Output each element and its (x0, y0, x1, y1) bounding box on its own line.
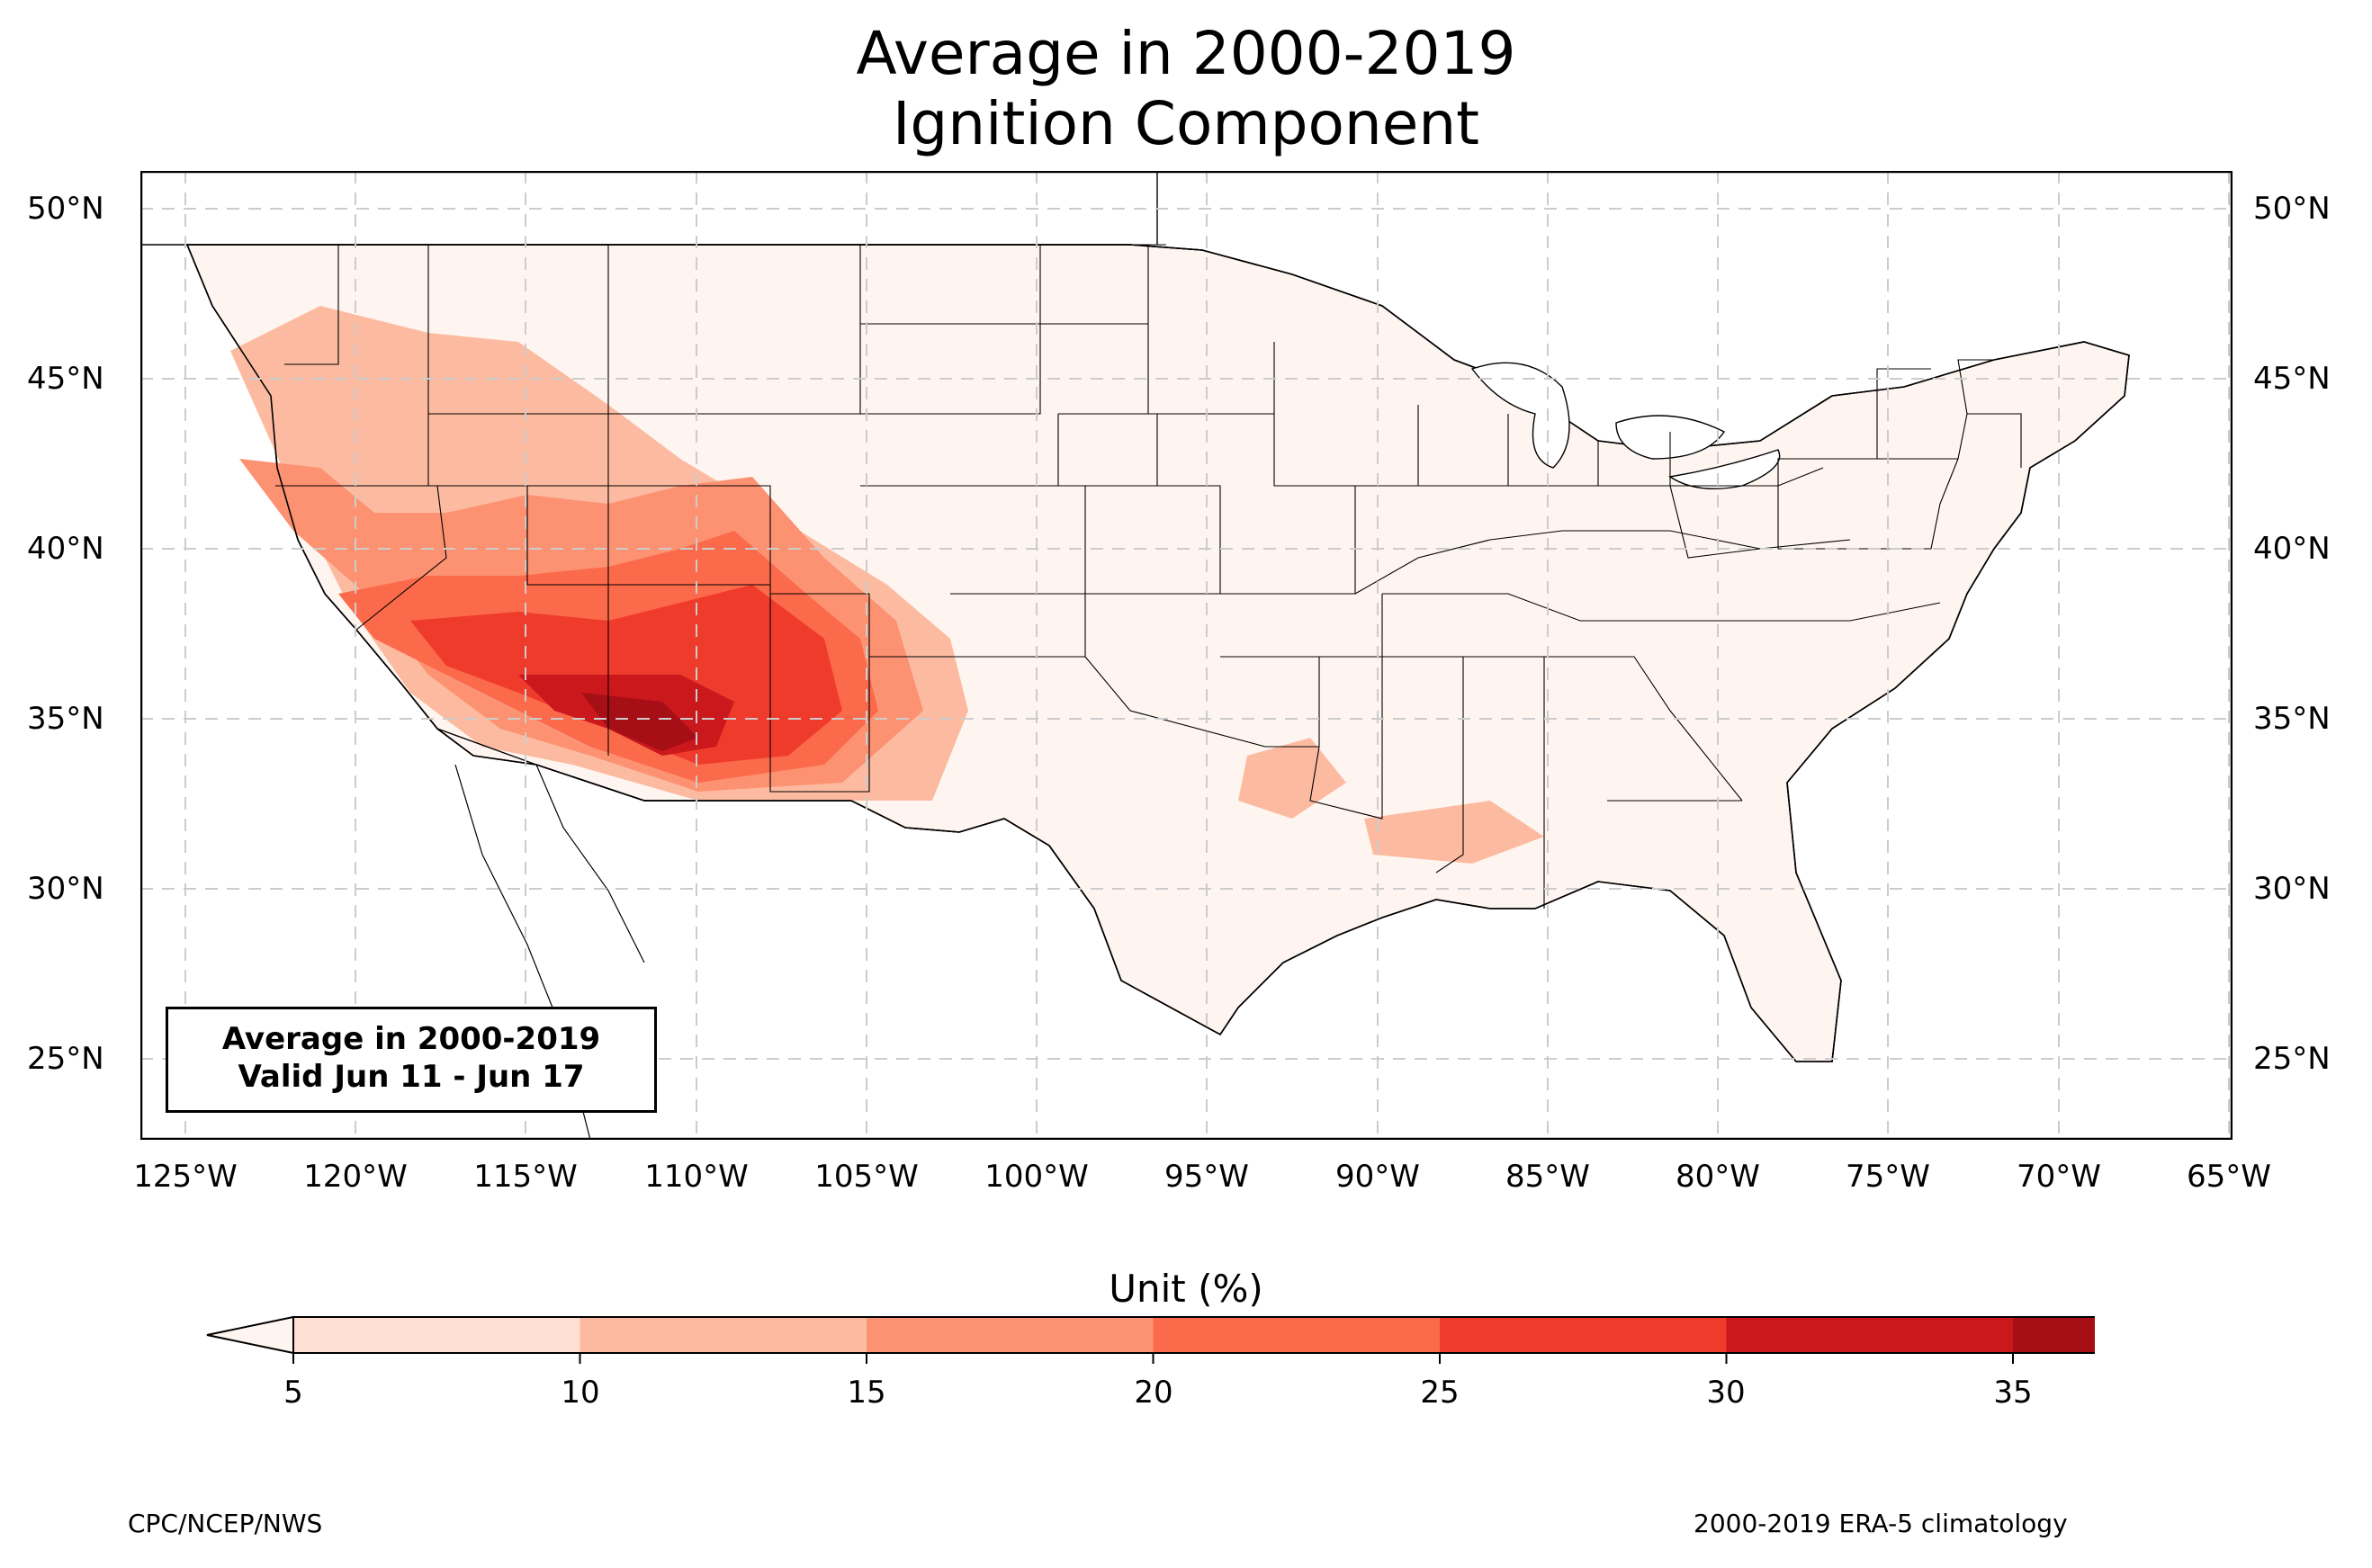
colorbar-segment-2 (867, 1317, 1154, 1353)
colorbar-tick-15: 15 (847, 1375, 886, 1411)
colorbar-frame (292, 1316, 2095, 1354)
info-box-line1: Average in 2000-2019 (221, 1021, 601, 1057)
lat-label-right-35: 35°N (2253, 701, 2331, 737)
lat-label-right-25: 25°N (2253, 1041, 2331, 1077)
lat-label-left-50: 50°N (27, 191, 104, 227)
footer-source: CPC/NCEP/NWS (128, 1509, 323, 1538)
map-frame (139, 170, 2233, 1141)
contour-10-15-east (1238, 738, 1346, 819)
colorbar (206, 1315, 2095, 1364)
lat-label-left-45: 45°N (27, 361, 104, 397)
lat-label-left-40: 40°N (27, 531, 104, 567)
colorbar-tick-5: 5 (283, 1375, 303, 1411)
contour-over-35 (581, 693, 698, 751)
colorbar-segment-5 (1726, 1317, 2014, 1353)
lat-label-left-30: 30°N (27, 871, 104, 907)
lon-label-100w: 100°W (984, 1159, 1089, 1195)
colorbar-tick-20: 20 (1134, 1375, 1173, 1411)
colorbar-segment-1 (580, 1317, 867, 1353)
lon-label-90w: 90°W (1335, 1159, 1420, 1195)
colorbar-tick-25: 25 (1420, 1375, 1460, 1411)
map-title-line2: Ignition Component (892, 89, 1480, 158)
state-borders (275, 244, 2022, 909)
lat-label-right-45: 45°N (2253, 361, 2331, 397)
contour-10-15-south (1364, 801, 1544, 864)
great-lakes (1470, 362, 1781, 489)
lat-label-right-50: 50°N (2253, 191, 2331, 227)
info-box-line2: Valid Jun 11 - Jun 17 (238, 1059, 585, 1095)
colorbar-segment-0 (293, 1317, 580, 1353)
lat-label-left-35: 35°N (27, 701, 104, 737)
lat-label-right-30: 30°N (2253, 871, 2331, 907)
colorbar-extend-under (206, 1315, 294, 1355)
footer-climatology: 2000-2019 ERA-5 climatology (1694, 1509, 2068, 1538)
lon-label-115w: 115°W (473, 1159, 578, 1195)
colorbar-title: Unit (%) (1109, 1267, 1263, 1311)
lon-label-110w: 110°W (644, 1159, 749, 1195)
colorbar-tick-10: 10 (561, 1375, 600, 1411)
info-box: Average in 2000-2019 Valid Jun 11 - Jun … (166, 1007, 657, 1113)
mexico-border (436, 728, 1122, 981)
colorbar-tick-30: 30 (1706, 1375, 1746, 1411)
map-panel[interactable] (139, 170, 2233, 1141)
lon-label-120w: 120°W (303, 1159, 408, 1195)
lon-label-95w: 95°W (1164, 1159, 1249, 1195)
lat-label-right-40: 40°N (2253, 531, 2331, 567)
lon-label-70w: 70°W (2017, 1159, 2101, 1195)
canada-border (140, 171, 1203, 251)
lon-label-75w: 75°W (1846, 1159, 1930, 1195)
lon-label-80w: 80°W (1676, 1159, 1760, 1195)
map-canvas[interactable] (139, 170, 2233, 1141)
lat-label-left-25: 25°N (27, 1041, 104, 1077)
colorbar-segment-3 (1153, 1317, 1441, 1353)
colorbar-segment-6 (2013, 1317, 2095, 1353)
colorbar-tick-35: 35 (1993, 1375, 2033, 1411)
lon-label-105w: 105°W (814, 1159, 919, 1195)
lon-label-65w: 65°W (2187, 1159, 2271, 1195)
map-title-line1: Average in 2000-2019 (856, 19, 1516, 88)
colorbar-segment-4 (1440, 1317, 1727, 1353)
lon-label-85w: 85°W (1505, 1159, 1590, 1195)
lon-label-125w: 125°W (133, 1159, 238, 1195)
